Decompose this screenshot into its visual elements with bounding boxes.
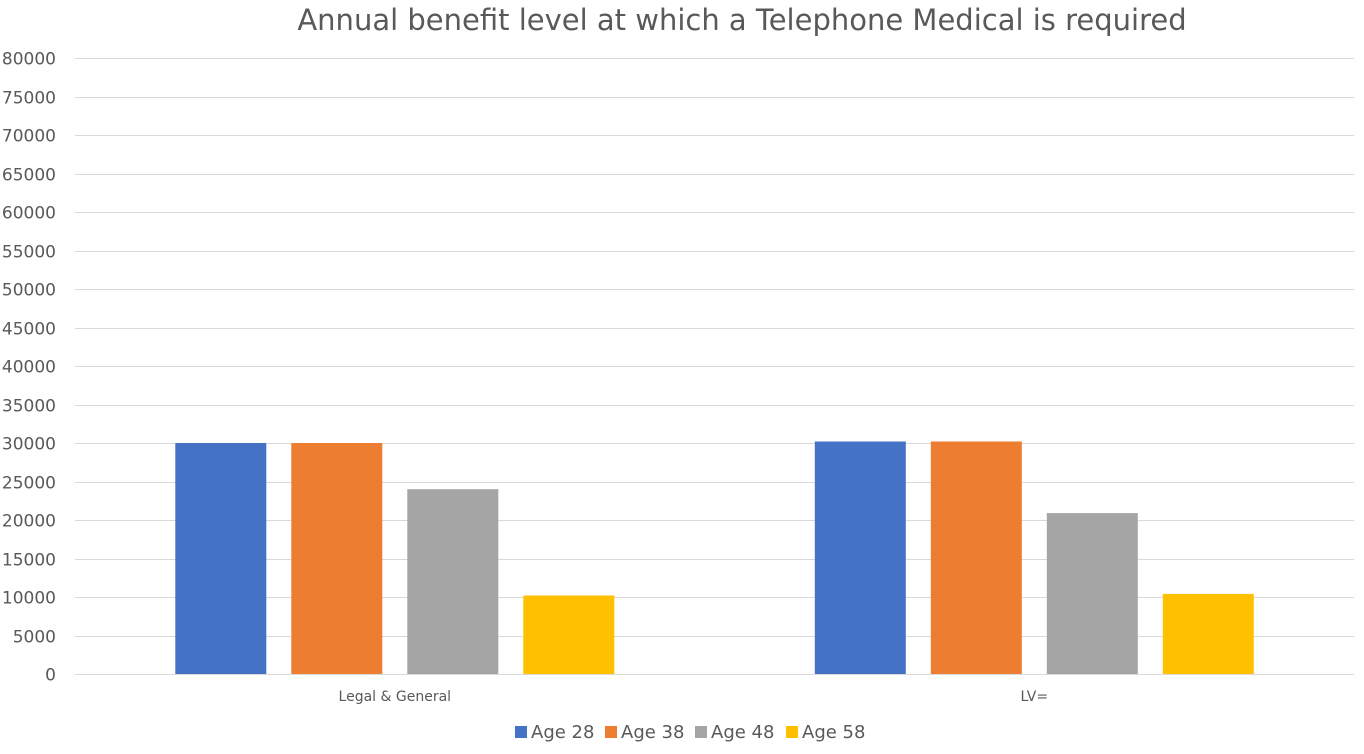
- y-tick-label: 35000: [2, 397, 56, 417]
- legend-label: Age 38: [621, 722, 684, 743]
- chart-title: Annual benefit level at which a Telephon…: [297, 3, 1186, 37]
- legend-label: Age 28: [531, 722, 594, 743]
- bar-age-58-0: [523, 595, 615, 674]
- y-tick-label: 25000: [2, 474, 56, 494]
- x-axis-category-labels: Legal & General LV=: [339, 689, 1049, 705]
- legend-swatch: [605, 726, 617, 738]
- bar-age-58-1: [1162, 593, 1254, 674]
- y-tick-label: 5000: [13, 628, 56, 648]
- y-axis-tick-labels: 0 5000 10000 15000 20000 25000 30000 35000 40000…: [2, 50, 56, 686]
- legend-swatch: [695, 726, 707, 738]
- y-tick-label: 60000: [2, 204, 56, 224]
- y-tick-label: 10000: [2, 589, 56, 609]
- legend-swatch: [515, 726, 527, 738]
- y-tick-label: 50000: [2, 281, 56, 301]
- legend: Age 28 Age 38 Age 48 Age 58: [515, 722, 865, 743]
- y-tick-label: 80000: [2, 50, 56, 70]
- y-tick-label: 75000: [2, 89, 56, 109]
- y-tick-label: 40000: [2, 358, 56, 378]
- y-tick-label: 30000: [2, 435, 56, 455]
- y-tick-label: 20000: [2, 512, 56, 532]
- bars: [175, 441, 1254, 674]
- bar-age-38-1: [930, 441, 1022, 674]
- category-label: Legal & General: [339, 689, 452, 705]
- bar-age-48-0: [407, 489, 499, 674]
- legend-swatch: [786, 726, 798, 738]
- bar-age-28-0: [175, 443, 267, 674]
- legend-label: Age 58: [802, 722, 865, 743]
- category-label: LV=: [1021, 689, 1049, 705]
- y-tick-label: 15000: [2, 551, 56, 571]
- bar-age-48-1: [1046, 513, 1138, 674]
- y-tick-label: 65000: [2, 166, 56, 186]
- y-tick-label: 55000: [2, 243, 56, 263]
- y-tick-label: 70000: [2, 127, 56, 147]
- legend-label: Age 48: [711, 722, 774, 743]
- bar-age-38-0: [291, 443, 383, 674]
- y-tick-label: 45000: [2, 320, 56, 340]
- gridlines: [75, 58, 1354, 637]
- y-tick-label: 0: [45, 666, 56, 686]
- bar-age-28-1: [814, 441, 906, 674]
